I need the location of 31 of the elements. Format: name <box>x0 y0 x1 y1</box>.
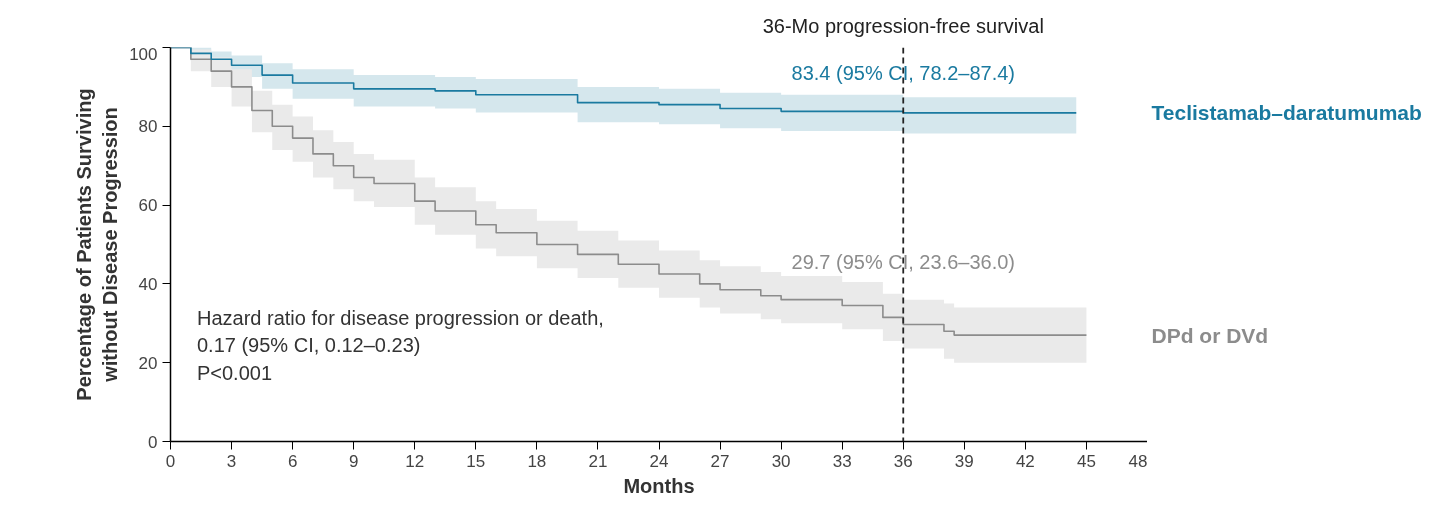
x-tick-label: 36 <box>893 451 913 471</box>
x-tick-label: 6 <box>287 451 298 471</box>
x-tick-label: 27 <box>710 451 730 471</box>
x-tick-label: 42 <box>1015 451 1035 471</box>
x-tick-label: 45 <box>1076 451 1096 471</box>
x-tick-label: 0 <box>165 451 176 471</box>
annotation: 83.4 (95% CI, 78.2–87.4) <box>791 61 1015 84</box>
y-tick-label: 60 <box>138 196 158 216</box>
x-tick-label: 21 <box>588 451 608 471</box>
annotation: Hazard ratio for disease progression or death, 0.17 (95% CI, 0.12–0.23) P<0.001 <box>196 306 604 384</box>
y-tick-label: 40 <box>138 274 158 294</box>
x-tick-label: 30 <box>771 451 791 471</box>
x-tick-label: 3 <box>226 451 237 471</box>
annotation: 29.7 (95% CI, 23.6–36.0) <box>791 251 1015 274</box>
x-tick-label: 48 <box>1128 451 1148 471</box>
x-tick-label: 24 <box>649 451 669 471</box>
ref-line-label: 36-Mo progression-free survival <box>762 14 1044 37</box>
x-tick-label: 18 <box>527 451 547 471</box>
x-tick-label: 12 <box>405 451 425 471</box>
y-tick-label: 100 <box>129 44 158 64</box>
x-axis-title: Months <box>623 474 695 497</box>
y-axis-title: Percentage of Patients Surviving without Disease Progression <box>72 88 122 401</box>
y-tick-label: 0 <box>148 432 158 452</box>
x-tick-label: 9 <box>348 451 359 471</box>
y-tick-label: 80 <box>138 117 158 137</box>
text: Teclistamab–daratumumab <box>1151 101 1422 125</box>
x-tick-label: 33 <box>832 451 852 471</box>
text: DPd or DVd <box>1151 323 1269 347</box>
x-tick-label: 15 <box>466 451 486 471</box>
x-tick-label: 39 <box>954 451 974 471</box>
y-tick-label: 20 <box>138 353 158 373</box>
